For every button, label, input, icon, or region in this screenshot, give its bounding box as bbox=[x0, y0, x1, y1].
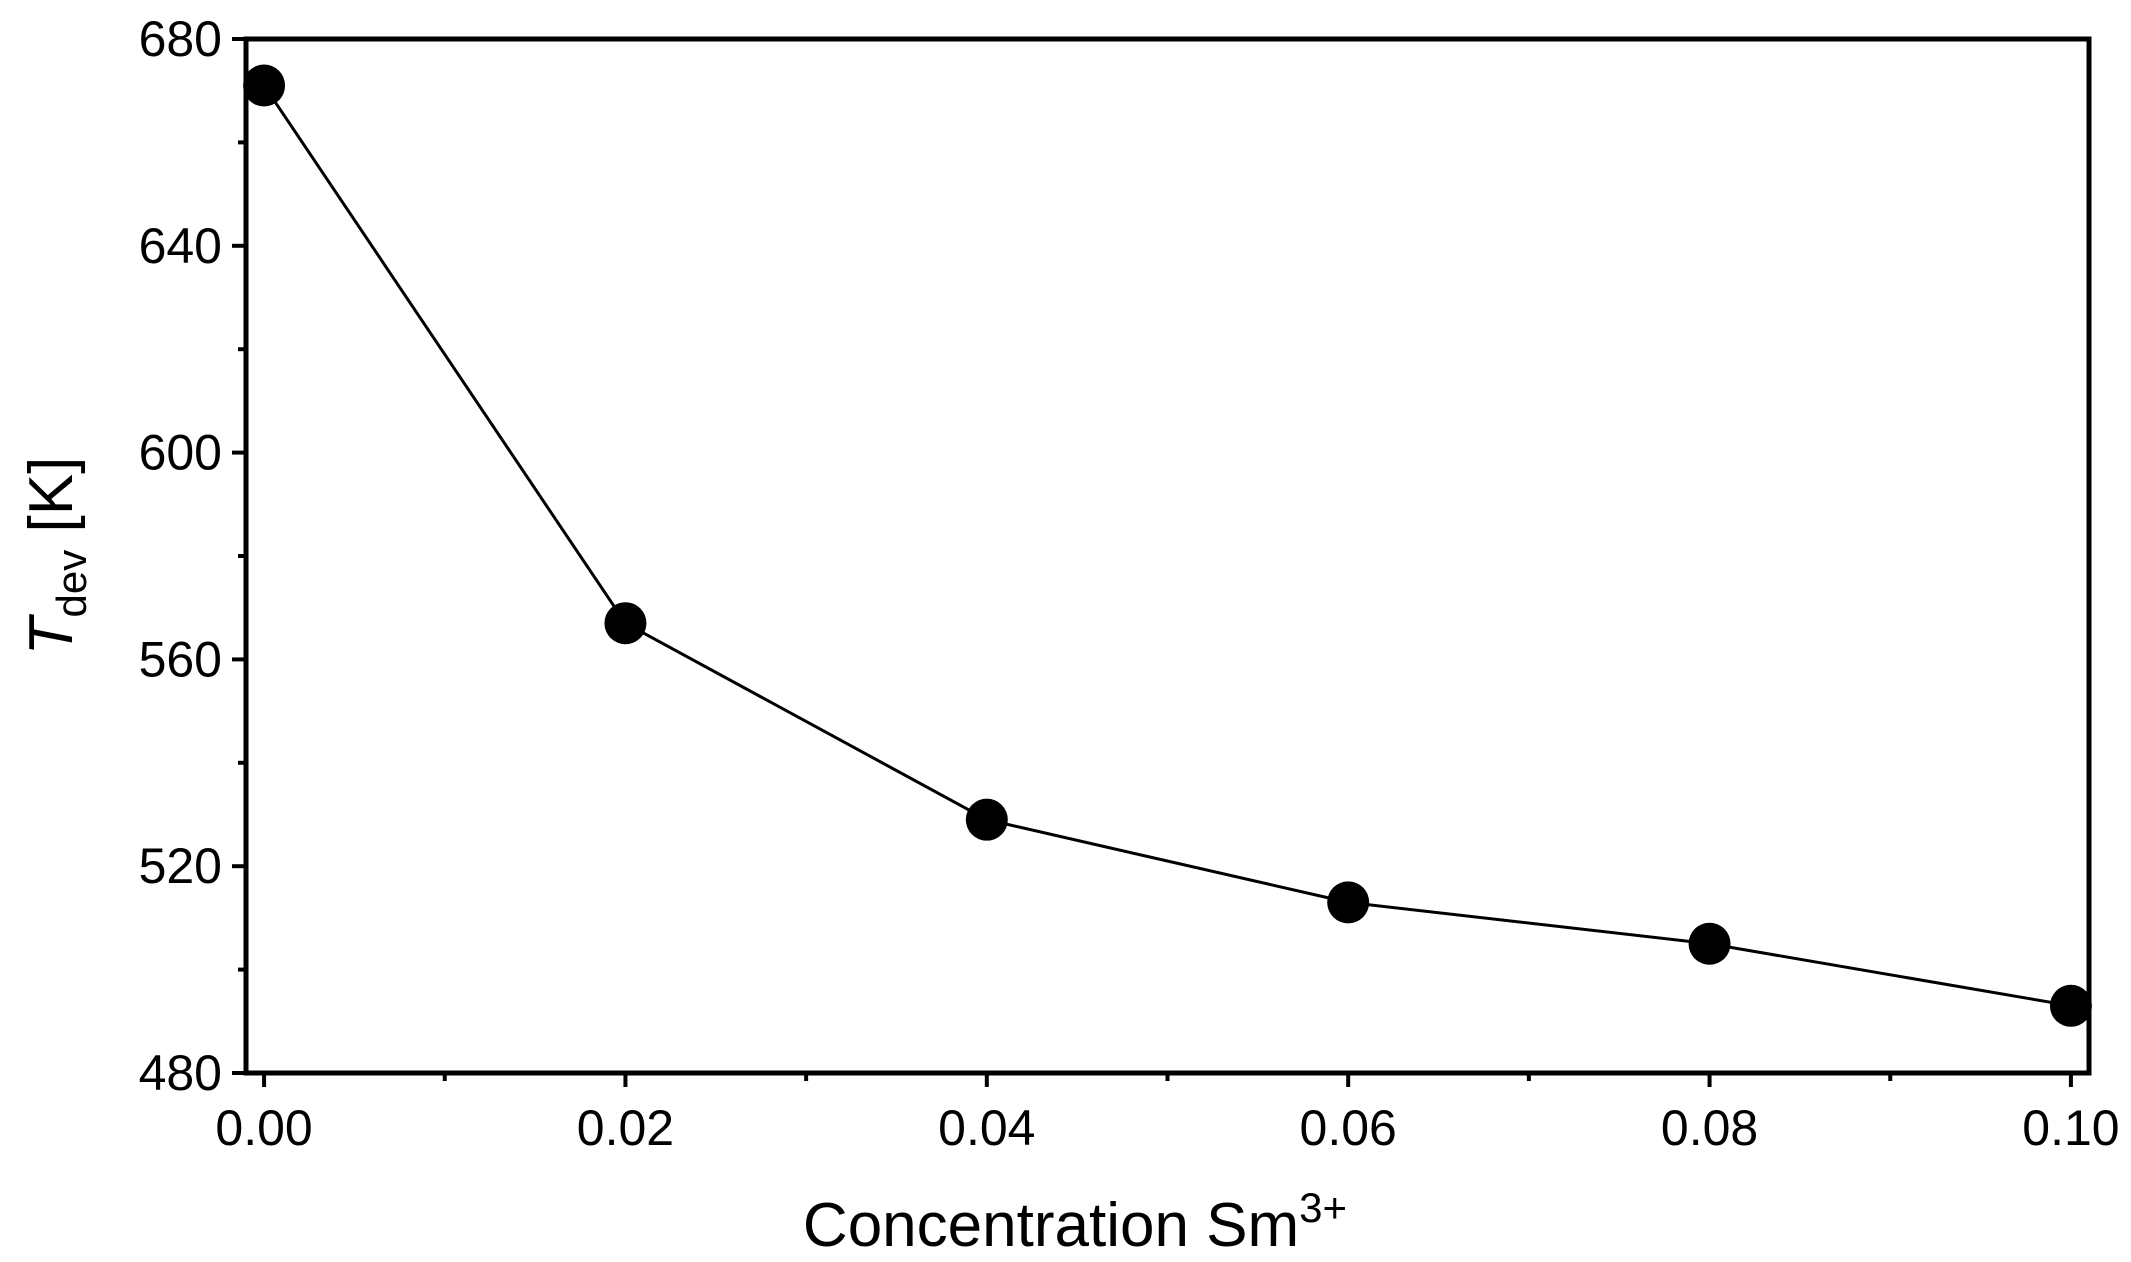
y-axis-title-unit: [K] bbox=[17, 457, 86, 550]
x-tick-label: 0.00 bbox=[215, 1100, 312, 1156]
y-axis-tick-labels: 480 520 560 600 640 680 bbox=[139, 11, 222, 1101]
x-axis-ticks bbox=[262, 1073, 2073, 1087]
series-points bbox=[243, 64, 2092, 1027]
series-line-segment bbox=[1348, 900, 1710, 946]
data-point bbox=[1327, 881, 1370, 924]
x-tick-label: 0.02 bbox=[577, 1100, 674, 1156]
y-tick-label: 480 bbox=[139, 1045, 222, 1101]
x-tick-label: 0.06 bbox=[1300, 1100, 1397, 1156]
series-line-segment bbox=[262, 84, 627, 625]
y-axis-title-subscript: dev bbox=[48, 550, 95, 618]
x-axis-title-superscript: 3+ bbox=[1299, 1184, 1347, 1231]
y-axis-title: Tdev [K] bbox=[17, 457, 95, 656]
data-point bbox=[243, 64, 286, 107]
data-point bbox=[965, 798, 1008, 841]
data-point bbox=[1688, 922, 1731, 965]
y-tick-label: 640 bbox=[139, 218, 222, 274]
series-line-segment bbox=[986, 818, 1349, 904]
series-line-segment bbox=[624, 621, 988, 821]
y-tick-label: 520 bbox=[139, 838, 222, 894]
x-axis-title: Concentration Sm3+ bbox=[803, 1184, 1347, 1260]
x-axis-title-main: Concentration Sm bbox=[803, 1191, 1299, 1260]
x-axis-tick-labels: 0.00 0.02 0.04 0.06 0.08 0.10 bbox=[215, 1100, 2119, 1156]
data-point bbox=[604, 602, 647, 645]
data-point bbox=[2049, 984, 2092, 1027]
y-axis-ticks bbox=[232, 37, 246, 1075]
x-tick-label: 0.10 bbox=[2022, 1100, 2119, 1156]
y-tick-label: 680 bbox=[139, 11, 222, 67]
y-axis-title-symbol: T bbox=[17, 613, 86, 655]
plot-frame bbox=[243, 36, 2092, 1076]
y-tick-label: 560 bbox=[139, 631, 222, 687]
y-tick-label: 600 bbox=[139, 425, 222, 481]
x-tick-label: 0.08 bbox=[1661, 1100, 1758, 1156]
series-line-segment bbox=[1709, 942, 2072, 1008]
series-lines bbox=[262, 84, 2072, 1008]
x-tick-label: 0.04 bbox=[938, 1100, 1035, 1156]
